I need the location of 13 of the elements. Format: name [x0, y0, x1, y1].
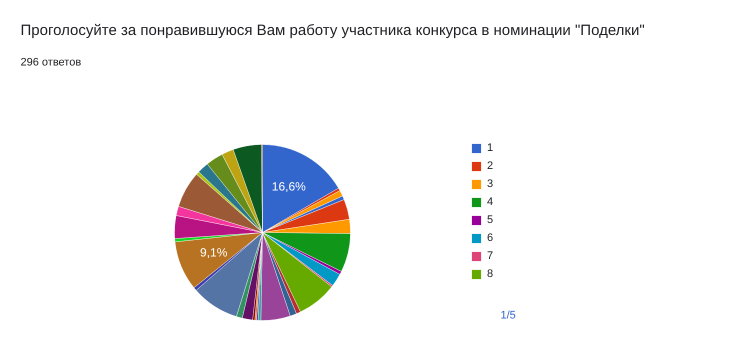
chart-title: Проголосуйте за понравившуюся Вам работу участника конкурса в номинации "Поделки": [20, 22, 645, 39]
legend-label: 1: [487, 142, 494, 154]
text: 1/5: [500, 310, 516, 322]
legend-label: 8: [487, 268, 494, 280]
data-label: 9,1%: [200, 246, 228, 260]
legend-label: 7: [487, 250, 494, 262]
legend-label: 2: [487, 160, 494, 172]
legend-label: 3: [487, 178, 494, 190]
legend-label: 5: [487, 214, 494, 226]
text: 296 ответов: [20, 56, 82, 68]
legend-label: 4: [487, 196, 494, 208]
legend-label: 6: [487, 232, 494, 244]
data-label: 16,6%: [272, 180, 306, 194]
